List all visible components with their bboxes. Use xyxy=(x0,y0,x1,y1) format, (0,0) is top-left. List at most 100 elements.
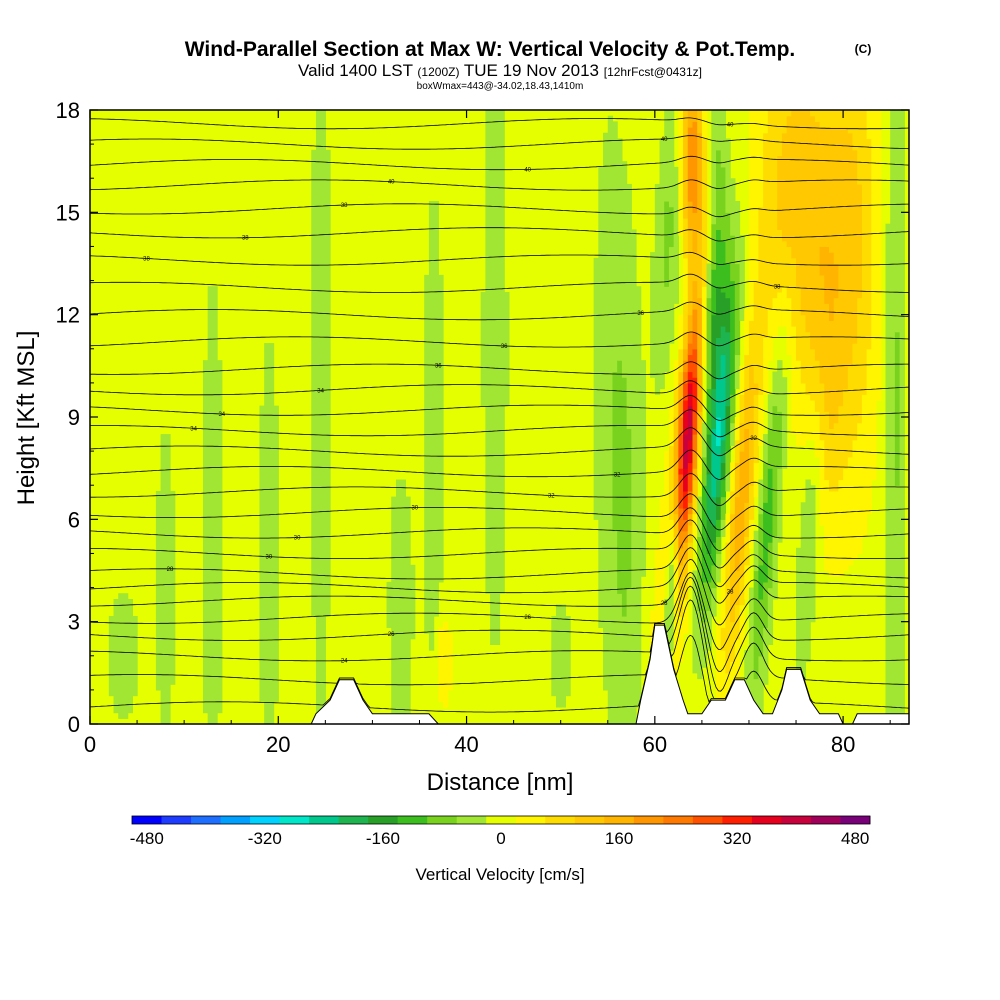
velocity-cell xyxy=(734,439,741,464)
velocity-cell xyxy=(810,399,816,441)
velocity-cell xyxy=(673,439,679,515)
velocity-cell xyxy=(428,200,435,651)
velocity-cell xyxy=(847,365,854,458)
velocity-cell xyxy=(819,246,825,276)
velocity-cell xyxy=(833,110,839,128)
theta-contour xyxy=(90,155,909,171)
velocity-cell xyxy=(796,360,802,447)
velocity-cell xyxy=(650,252,656,378)
box-info: boxWmax=443@-34.02,18.43,1410m xyxy=(417,81,584,92)
theta-contour xyxy=(90,449,909,480)
velocity-cell xyxy=(617,360,623,594)
colorbar-tick-label: 0 xyxy=(496,829,505,848)
velocity-cell xyxy=(212,286,218,724)
velocity-cell xyxy=(687,229,694,316)
velocity-cell xyxy=(819,274,825,384)
velocity-cell xyxy=(744,564,750,600)
velocity-cell xyxy=(730,280,736,395)
velocity-cell xyxy=(716,479,722,498)
velocity-cell xyxy=(843,127,849,390)
velocity-cell xyxy=(673,559,679,674)
velocity-cell xyxy=(739,235,745,321)
theta-contour-label: 36 xyxy=(637,311,644,317)
velocity-cell xyxy=(683,559,689,577)
y-tick-label: 12 xyxy=(56,303,80,328)
velocity-cell xyxy=(683,218,689,259)
velocity-cell xyxy=(720,326,727,356)
velocity-cell xyxy=(734,200,741,265)
x-tick-label: 0 xyxy=(84,732,96,757)
velocity-cell xyxy=(720,110,727,168)
velocity-cell xyxy=(711,587,717,617)
velocity-cell xyxy=(678,587,684,617)
theta-contour xyxy=(90,547,909,604)
velocity-cell xyxy=(810,485,816,623)
velocity-cell xyxy=(678,382,684,401)
velocity-cell xyxy=(730,178,736,236)
velocity-cell xyxy=(730,621,736,663)
velocity-cell xyxy=(852,343,858,441)
plot-area: 24 26 26 28 28 28 30 30 30 32 32 32 34 34 34 36 36 36 38 38… xyxy=(90,110,909,724)
velocity-field xyxy=(108,110,905,724)
velocity-cell xyxy=(692,348,698,378)
velocity-cell xyxy=(706,581,712,611)
velocity-cell xyxy=(692,434,698,452)
colorbar-tick-label: -320 xyxy=(248,829,282,848)
velocity-cell xyxy=(758,513,764,566)
colorbar-swatch xyxy=(427,816,458,824)
velocity-cell xyxy=(843,110,849,128)
velocity-cell xyxy=(697,536,703,611)
velocity-cell xyxy=(678,564,684,589)
velocity-cell xyxy=(763,132,769,339)
theta-contour xyxy=(90,117,909,130)
velocity-cell xyxy=(485,110,491,594)
velocity-cell xyxy=(716,621,722,724)
colorbar-swatch xyxy=(751,816,782,824)
velocity-cell xyxy=(767,468,774,543)
velocity-cell xyxy=(734,354,741,390)
velocity-cell xyxy=(730,513,736,623)
velocity-cell xyxy=(612,121,618,373)
velocity-cell xyxy=(753,570,759,680)
x-tick-label: 20 xyxy=(266,732,290,757)
colorbar-swatch xyxy=(279,816,310,824)
velocity-cell xyxy=(697,132,703,230)
theta-contour xyxy=(90,558,909,626)
velocity-cell xyxy=(843,468,849,572)
theta-contour xyxy=(90,394,909,421)
y-axis-label: Height [Kft MSL] xyxy=(13,331,40,506)
theta-contour xyxy=(90,493,909,531)
colorbar-tick-label: -480 xyxy=(130,829,164,848)
velocity-cell xyxy=(701,621,708,668)
colorbar-swatch xyxy=(810,816,841,824)
velocity-cell xyxy=(683,110,689,219)
velocity-cell xyxy=(800,382,807,447)
velocity-cell xyxy=(725,138,731,213)
velocity-cell xyxy=(664,110,670,202)
velocity-cell xyxy=(673,417,679,441)
velocity-cell xyxy=(786,110,792,117)
velocity-cell xyxy=(555,604,562,708)
velocity-cell xyxy=(598,166,604,628)
velocity-cell xyxy=(692,496,698,515)
velocity-cell xyxy=(678,371,684,384)
velocity-cell xyxy=(711,542,717,566)
velocity-cell xyxy=(772,536,778,600)
velocity-cell xyxy=(697,456,703,475)
velocity-cell xyxy=(217,360,223,714)
y-tick-label: 3 xyxy=(68,610,80,635)
velocity-cell xyxy=(772,371,778,407)
theta-contour-label: 40 xyxy=(727,122,734,128)
velocity-cell xyxy=(617,593,623,724)
terrain xyxy=(90,624,909,724)
velocity-cell xyxy=(725,473,731,492)
velocity-cell xyxy=(838,127,844,407)
velocity-cell xyxy=(847,110,854,134)
velocity-cell xyxy=(438,274,444,583)
velocity-cell xyxy=(683,257,689,304)
velocity-cell xyxy=(683,371,689,384)
velocity-cell xyxy=(654,547,661,634)
velocity-cell xyxy=(701,110,708,140)
theta-contour xyxy=(90,623,909,713)
velocity-cell xyxy=(828,490,835,577)
